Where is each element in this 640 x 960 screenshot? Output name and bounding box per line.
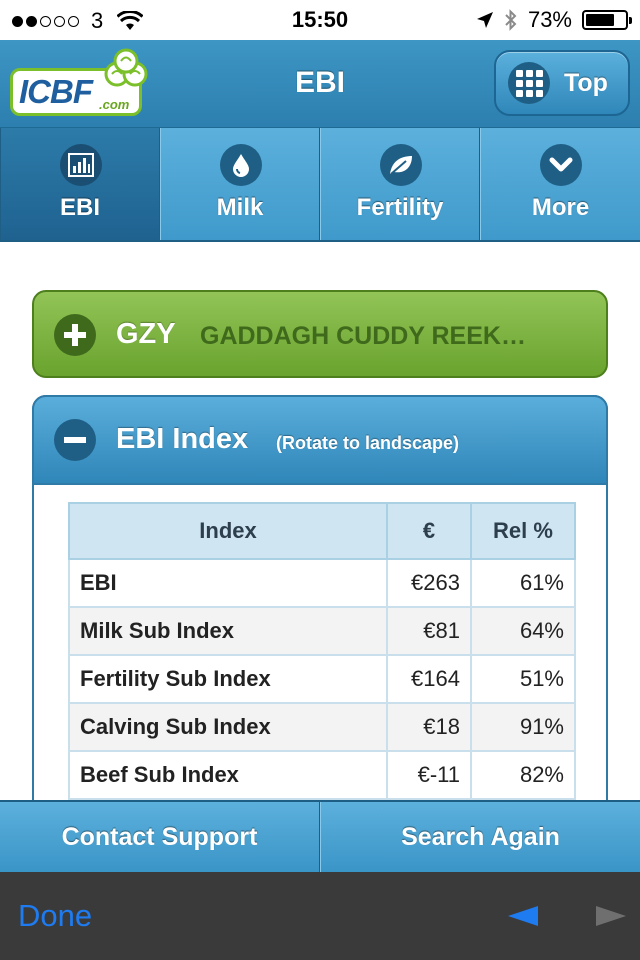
index-rel: 64% [470, 606, 576, 656]
column-header-euro: € [386, 502, 472, 560]
ebi-index-header[interactable]: EBI Index (Rotate to landscape) [32, 395, 608, 485]
status-time: 15:50 [291, 7, 349, 32]
page-title: EBI [294, 66, 345, 99]
wifi-icon [117, 11, 144, 30]
chevron-down-icon [540, 144, 582, 186]
table-row [68, 798, 576, 800]
footer-bar: Contact Support Search Again [0, 800, 640, 872]
ebi-index-panel: EBI Index (Rotate to landscape) Index € … [32, 395, 608, 800]
tab-ebi-label: EBI [59, 194, 100, 221]
tab-milk-label: Milk [216, 194, 264, 221]
column-header-rel: Rel % [470, 502, 576, 560]
minus-icon [54, 419, 96, 461]
index-euro: €-11 [386, 750, 472, 800]
ebi-index-title: EBI Index [116, 423, 249, 455]
table-row: EBI €263 61% [68, 558, 576, 608]
tab-more[interactable]: More [480, 128, 640, 240]
table-row: Calving Sub Index €18 91% [68, 702, 576, 752]
ebi-table: Index € Rel % EBI €263 61% Milk Sub Inde… [68, 502, 576, 800]
index-name: Fertility Sub Index [68, 654, 388, 704]
leaf-icon [380, 144, 422, 186]
battery-fill [586, 14, 614, 26]
app-header: ICBF .com EBI Top [0, 40, 640, 128]
tab-ebi[interactable]: EBI [0, 128, 160, 240]
animal-code: GZY [116, 318, 176, 350]
animal-name: GADDAGH CUDDY REEK… [200, 322, 526, 350]
index-euro: €263 [386, 558, 472, 608]
index-euro: €18 [386, 702, 472, 752]
main-content[interactable]: GZY GADDAGH CUDDY REEK… EBI Index (Rotat… [0, 244, 640, 800]
index-name: Beef Sub Index [68, 750, 388, 800]
tab-more-label: More [531, 194, 590, 221]
bottom-toolbar: Done [0, 872, 640, 960]
table-row: Fertility Sub Index €164 51% [68, 654, 576, 704]
icbf-logo[interactable]: ICBF .com [10, 48, 150, 118]
index-rel: 82% [470, 750, 576, 800]
carrier-name: 3 [91, 8, 104, 33]
animal-collapsible-header[interactable]: GZY GADDAGH CUDDY REEK… [32, 290, 608, 378]
status-left: 3 [12, 8, 144, 34]
signal-strength-icon [12, 15, 79, 27]
ebi-index-subtitle: (Rotate to landscape) [276, 433, 460, 453]
battery-icon [582, 10, 632, 30]
previous-arrow-icon[interactable] [508, 906, 538, 926]
plus-icon [54, 314, 96, 356]
next-arrow-icon[interactable] [596, 906, 626, 926]
logo-suffix: .com [99, 97, 130, 112]
tab-fertility[interactable]: Fertility [320, 128, 480, 240]
table-header-row: Index € Rel % [68, 502, 576, 560]
contact-support-button[interactable]: Contact Support [0, 802, 320, 872]
search-again-button[interactable]: Search Again [320, 802, 640, 872]
logo-box: ICBF .com [10, 68, 142, 116]
tab-milk[interactable]: Milk [160, 128, 320, 240]
bluetooth-icon [505, 9, 517, 31]
index-euro: €81 [386, 606, 472, 656]
index-name: Calving Sub Index [68, 702, 388, 752]
index-name: EBI [68, 558, 388, 608]
table-row: Milk Sub Index €81 64% [68, 606, 576, 656]
column-header-index: Index [68, 502, 388, 560]
tab-bar: EBI Milk Fertility More [0, 128, 640, 242]
drop-icon [220, 144, 262, 186]
index-rel: 51% [470, 654, 576, 704]
index-rel: 61% [470, 558, 576, 608]
bar-chart-icon [60, 144, 102, 186]
index-euro: €164 [386, 654, 472, 704]
status-right: 73% [476, 7, 632, 33]
location-arrow-icon [476, 12, 493, 28]
table-row: Beef Sub Index €-11 82% [68, 750, 576, 800]
clover-icon [104, 48, 148, 87]
top-button[interactable]: Top [494, 50, 630, 116]
done-button[interactable]: Done [18, 898, 93, 933]
battery-percent: 73% [527, 7, 572, 32]
top-button-label: Top [564, 68, 608, 97]
index-name: Milk Sub Index [68, 606, 388, 656]
logo-text: ICBF [19, 73, 93, 110]
index-rel: 91% [470, 702, 576, 752]
status-bar: 3 15:50 73% [0, 0, 640, 40]
grid-icon [508, 62, 550, 104]
tab-fertility-label: Fertility [356, 194, 444, 221]
